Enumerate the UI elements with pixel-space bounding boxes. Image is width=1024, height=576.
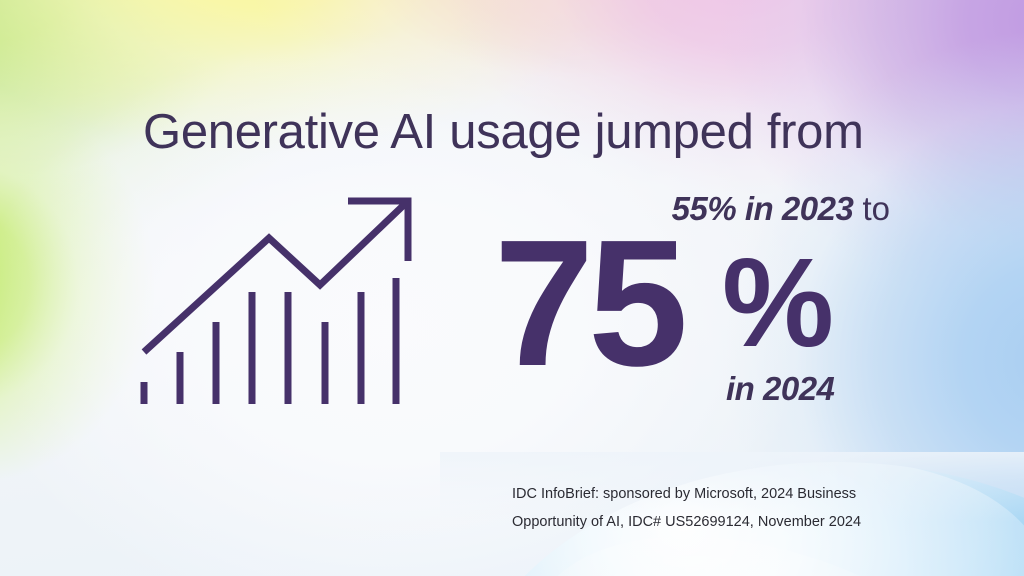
- footnote-line-1: IDC InfoBrief: sponsored by Microsoft, 2…: [512, 486, 857, 502]
- chart-arrow-head: [348, 197, 412, 261]
- source-footnote: IDC InfoBrief: sponsored by Microsoft, 2…: [512, 480, 912, 537]
- previous-stat-line: 55% in 2023 to: [672, 192, 890, 225]
- footnote-line-2: Opportunity of AI, IDC# US52699124, Nove…: [512, 514, 862, 531]
- statistic-block: 55% in 2023 to 75 % in 2024: [480, 192, 900, 432]
- growth-chart-icon: [126, 192, 426, 424]
- current-stat-year: in 2024: [726, 370, 835, 407]
- headline-stat-number: 75: [494, 203, 688, 404]
- stat-connector: to: [853, 190, 890, 227]
- page-title: Generative AI usage jumped from: [143, 105, 864, 159]
- chart-trend-line: [141, 198, 411, 355]
- previous-stat-value: 55% in 2023: [671, 190, 854, 227]
- percent-symbol: %: [722, 232, 834, 373]
